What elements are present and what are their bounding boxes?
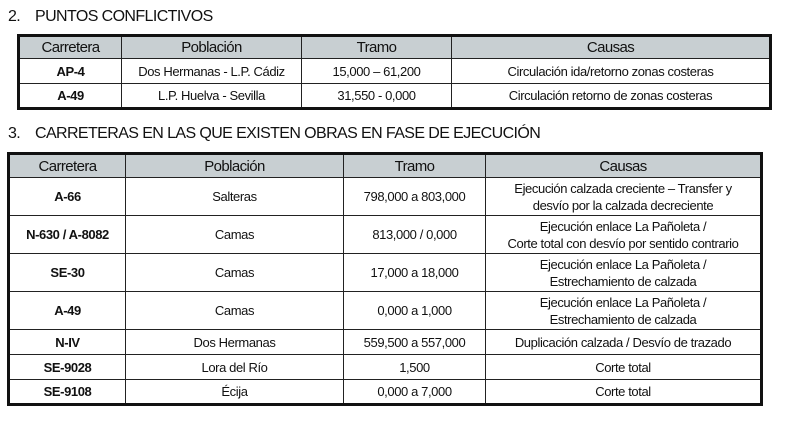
causas-line: Ejecución calzada creciente – Transfer y xyxy=(514,180,732,196)
header-causas: Causas xyxy=(485,153,762,178)
cell-causas: Ejecución enlace La Pañoleta / Corte tota… xyxy=(485,215,762,254)
cell-carretera: A-49 xyxy=(18,83,122,109)
header-causas: Causas xyxy=(451,35,771,59)
cell-poblacion: Camas xyxy=(125,215,344,254)
cell-poblacion: Écija xyxy=(125,379,344,405)
cell-poblacion: Camas xyxy=(125,253,344,292)
cell-poblacion: Lora del Río xyxy=(125,354,344,380)
table-header-row: Carretera Población Tramo Causas xyxy=(8,153,762,178)
causas-line: Estrechamiento de calzada xyxy=(549,273,697,289)
works-table: Carretera Población Tramo Causas A-66 Sal… xyxy=(7,152,763,406)
cell-causas: Circulación ida/retorno zonas costeras xyxy=(451,58,771,84)
table-row: SE-9028 Lora del Río 1,500 Corte total xyxy=(8,354,762,380)
causas-line: Ejecución enlace La Pañoleta / xyxy=(539,256,707,272)
cell-tramo: 0,000 a 7,000 xyxy=(343,379,486,405)
cell-carretera: A-66 xyxy=(8,177,126,216)
cell-carretera: AP-4 xyxy=(18,58,122,84)
header-poblacion: Población xyxy=(125,153,344,178)
header-poblacion: Población xyxy=(121,35,302,59)
header-tramo: Tramo xyxy=(343,153,486,178)
cell-carretera: SE-9108 xyxy=(8,379,126,405)
table-header-row: Carretera Población Tramo Causas xyxy=(18,35,771,59)
causas-line: Corte total xyxy=(595,359,651,375)
cell-carretera: N-630 / A-8082 xyxy=(8,215,126,254)
table-row: A-49 L.P. Huelva - Sevilla 31,550 - 0,00… xyxy=(18,83,771,109)
cell-tramo: 15,000 – 61,200 xyxy=(301,58,452,84)
cell-poblacion: Camas xyxy=(125,291,344,330)
cell-tramo: 31,550 - 0,000 xyxy=(301,83,452,109)
cell-tramo: 798,000 a 803,000 xyxy=(343,177,486,216)
cell-poblacion: Dos Hermanas - L.P. Cádiz xyxy=(121,58,302,84)
header-carretera: Carretera xyxy=(18,35,122,59)
table-row: A-66 Salteras 798,000 a 803,000 Ejecución c… xyxy=(8,177,762,216)
table-row: SE-9108 Écija 0,000 a 7,000 Corte total xyxy=(8,379,762,405)
causas-line: desvío por la calzada decreciente xyxy=(532,197,714,213)
header-carretera: Carretera xyxy=(8,153,126,178)
table-row: SE-30 Camas 17,000 a 18,000 Ejecución enlac… xyxy=(8,253,762,292)
causas-line: Corte total con desvío por sentido contr… xyxy=(507,235,739,251)
table-row: A-49 Camas 0,000 a 1,000 Ejecución enlace L… xyxy=(8,291,762,330)
causas-line: Estrechamiento de calzada xyxy=(549,311,697,327)
table-row: N-IV Dos Hermanas 559,500 a 557,000 Duplica… xyxy=(8,329,762,355)
cell-causas: Corte total xyxy=(485,354,762,380)
causas-line: Duplicación calzada / Desvío de trazado xyxy=(514,334,732,350)
cell-carretera: SE-30 xyxy=(8,253,126,292)
cell-causas: Ejecución calzada creciente – Transfer y… xyxy=(485,177,762,216)
conflict-points-table: Carretera Población Tramo Causas AP-4 Do… xyxy=(17,34,772,110)
cell-causas: Circulación retorno de zonas costeras xyxy=(451,83,771,109)
causas-line: Corte total xyxy=(595,384,651,399)
cell-tramo: 559,500 a 557,000 xyxy=(343,329,486,355)
cell-tramo: 1,500 xyxy=(343,354,486,380)
cell-poblacion: Dos Hermanas xyxy=(125,329,344,355)
table-row: N-630 / A-8082 Camas 813,000 / 0,000 Ejecuc… xyxy=(8,215,762,254)
causas-line: Ejecución enlace La Pañoleta / xyxy=(539,294,707,310)
cell-causas: Ejecución enlace La Pañoleta / Estrechami… xyxy=(485,253,762,292)
cell-carretera: N-IV xyxy=(8,329,126,355)
cell-tramo: 0,000 a 1,000 xyxy=(343,291,486,330)
section-2-heading: 2. PUNTOS CONFLICTIVOS xyxy=(8,8,213,25)
cell-tramo: 17,000 a 18,000 xyxy=(343,253,486,292)
header-tramo: Tramo xyxy=(301,35,452,59)
cell-causas: Ejecución enlace La Pañoleta / Estrechami… xyxy=(485,291,762,330)
cell-carretera: SE-9028 xyxy=(8,354,126,380)
causas-line: Ejecución enlace La Pañoleta / xyxy=(539,218,707,234)
table-row: AP-4 Dos Hermanas - L.P. Cádiz 15,000 – … xyxy=(18,58,771,84)
section-3-heading: 3. CARRETERAS EN LAS QUE EXISTEN OBRAS EN… xyxy=(8,125,541,142)
cell-tramo: 813,000 / 0,000 xyxy=(343,215,486,254)
cell-causas: Corte total xyxy=(485,379,762,405)
cell-carretera: A-49 xyxy=(8,291,126,330)
cell-poblacion: Salteras xyxy=(125,177,344,216)
cell-poblacion: L.P. Huelva - Sevilla xyxy=(121,83,302,109)
cell-causas: Duplicación calzada / Desvío de trazado xyxy=(485,329,762,355)
